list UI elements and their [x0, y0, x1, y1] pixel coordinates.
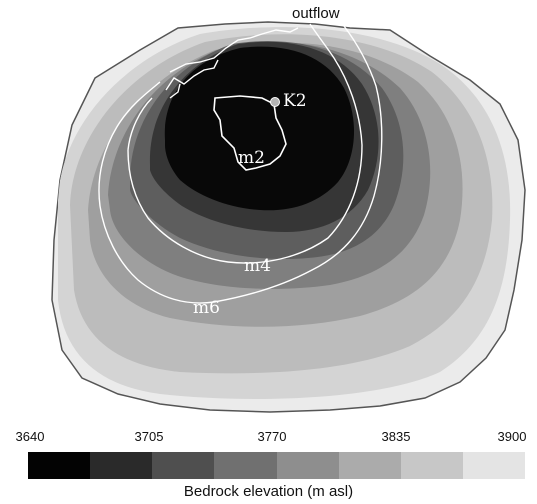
legend-title: Bedrock elevation (m asl): [183, 483, 354, 500]
station-k2-marker: [270, 97, 280, 107]
legend-tick-3705: 3705: [134, 429, 164, 444]
legend-tick-3770: 3770: [257, 429, 287, 444]
contour-line-m4: [127, 23, 363, 264]
contour-line-shore-a: [169, 27, 299, 73]
elevation-band-0: [164, 46, 355, 211]
colorbar-class-3: [214, 452, 277, 479]
station-k2-label: K2: [283, 91, 307, 111]
legend-tick-3835: 3835: [381, 429, 411, 444]
colorbar-class-4: [276, 452, 339, 479]
outflow-label: outflow: [292, 5, 340, 22]
colorbar-class-1: [90, 452, 153, 479]
contour-label-m4: m4: [244, 256, 271, 276]
contour-line-shore-b: [165, 59, 219, 99]
bedrock-map: [51, 21, 526, 413]
colorbar-class-2: [152, 452, 215, 479]
elevation-colorbar: [28, 452, 525, 479]
legend-tick-3900: 3900: [497, 429, 527, 444]
contour-line-m6: [98, 25, 383, 304]
colorbar-class-7: [462, 452, 525, 479]
colorbar-class-6: [400, 452, 463, 479]
contour-label-m2: m2: [238, 148, 265, 168]
contour-label-m6: m6: [193, 298, 220, 318]
colorbar-class-5: [338, 452, 401, 479]
legend-tick-3640: 3640: [15, 429, 45, 444]
colorbar-class-0: [28, 452, 91, 479]
